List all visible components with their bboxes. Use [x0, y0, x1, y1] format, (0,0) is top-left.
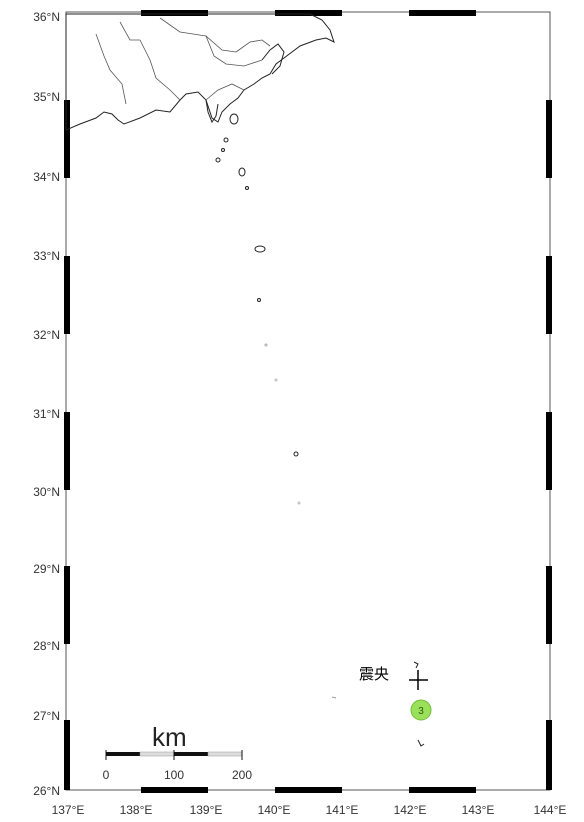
- lon-label: 138°E: [120, 803, 153, 817]
- lon-label: 140°E: [258, 803, 291, 817]
- lat-label: 29°N: [33, 562, 60, 576]
- scale-bar: km 0 100 200: [103, 722, 253, 782]
- lon-label: 141°E: [326, 803, 359, 817]
- map-frame: [65, 11, 551, 791]
- lat-label: 28°N: [33, 639, 60, 653]
- lat-label: 33°N: [33, 249, 60, 263]
- epicenter-marker: [409, 670, 428, 690]
- scale-tick-200: 200: [232, 768, 252, 782]
- lat-label: 36°N: [33, 10, 60, 24]
- longitude-labels: 137°E 138°E 139°E 140°E 141°E 142°E 143°…: [52, 803, 567, 817]
- lat-label: 27°N: [33, 709, 60, 723]
- map-border-ticks: [64, 10, 552, 793]
- scale-unit: km: [152, 722, 187, 752]
- scale-tick-100: 100: [164, 768, 184, 782]
- lon-label: 139°E: [190, 803, 223, 817]
- scale-tick-0: 0: [103, 768, 110, 782]
- lon-label: 144°E: [534, 803, 567, 817]
- intensity-value: 3: [418, 706, 424, 717]
- lon-label: 137°E: [52, 803, 85, 817]
- lat-label: 31°N: [33, 407, 60, 421]
- intensity-marker: 3: [410, 699, 432, 721]
- epicenter-label: 震央: [359, 665, 389, 683]
- ogasawara-islands: [331, 661, 425, 747]
- lon-label: 142°E: [394, 803, 427, 817]
- latitude-labels: 36°N 35°N 34°N 33°N 32°N 31°N 30°N 29°N …: [33, 10, 60, 798]
- lat-label: 34°N: [33, 170, 60, 184]
- coastline-honshu: [65, 13, 335, 131]
- lat-label: 26°N: [33, 784, 60, 798]
- lat-label: 35°N: [33, 90, 60, 104]
- lon-label: 143°E: [462, 803, 495, 817]
- lat-label: 30°N: [33, 485, 60, 499]
- lat-label: 32°N: [33, 328, 60, 342]
- izu-islands: [215, 113, 301, 505]
